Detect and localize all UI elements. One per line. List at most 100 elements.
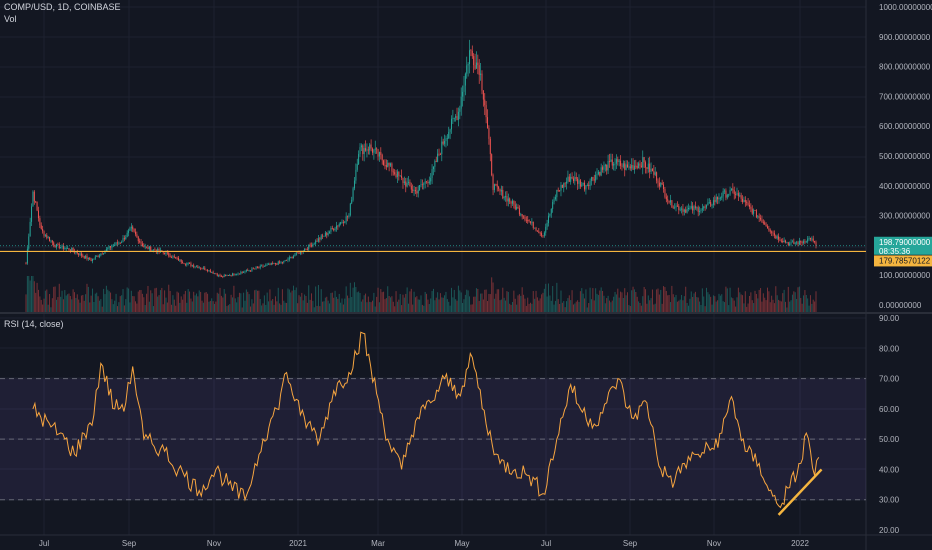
volume-bar <box>327 300 329 312</box>
candle-body <box>367 149 369 151</box>
candle-body <box>51 240 53 243</box>
volume-bar <box>65 295 67 312</box>
volume-bar <box>97 296 99 312</box>
volume-bar <box>699 301 701 312</box>
candle-body <box>485 105 487 118</box>
volume-bar <box>611 300 613 312</box>
volume-bar <box>535 290 537 312</box>
candle-body <box>87 257 89 259</box>
candle-body <box>805 241 807 243</box>
candle-body <box>376 148 378 150</box>
candle-body <box>586 184 588 186</box>
candle-body <box>112 245 114 247</box>
volume-bar <box>355 287 357 312</box>
volume-bar <box>173 299 175 312</box>
volume-bar <box>291 290 293 312</box>
volume-bar <box>445 291 447 312</box>
candle-body <box>645 162 647 168</box>
volume-bar <box>647 295 649 312</box>
volume-bar <box>80 295 82 312</box>
candle-body <box>610 159 612 162</box>
candle-body <box>536 230 538 232</box>
candle-body <box>305 249 307 250</box>
volume-bar <box>564 307 566 312</box>
candle-body <box>467 64 469 66</box>
candle-body <box>563 183 565 188</box>
candle-body <box>331 228 333 229</box>
volume-bar <box>778 299 780 312</box>
volume-bar <box>189 291 191 312</box>
candle-body <box>251 268 253 271</box>
candle-body <box>592 177 594 180</box>
volume-bar <box>708 294 710 312</box>
volume-bar <box>315 286 317 312</box>
candle-body <box>233 273 235 275</box>
volume-bar <box>481 293 483 312</box>
volume-bar <box>739 292 741 312</box>
volume-bar <box>146 293 148 312</box>
candle-body <box>341 222 343 223</box>
volume-bar <box>348 298 350 312</box>
candle-body <box>42 229 44 232</box>
volume-bar <box>584 298 586 312</box>
candle-body <box>758 216 760 218</box>
volume-bar <box>794 292 796 312</box>
candle-body <box>374 148 376 150</box>
volume-bar <box>693 293 695 312</box>
volume-bar <box>782 293 784 312</box>
candle-body <box>180 259 182 263</box>
volume-bar <box>263 295 265 312</box>
support-badge <box>874 255 932 267</box>
candle-body <box>747 202 749 205</box>
candle-body <box>656 172 658 181</box>
volume-bar <box>351 296 353 312</box>
candle-body <box>28 236 30 249</box>
volume-bar <box>166 302 168 312</box>
candle-body <box>262 265 264 267</box>
candle-body <box>808 237 810 239</box>
candle-body <box>337 225 339 227</box>
volume-bar <box>194 295 196 312</box>
volume-bar <box>683 296 685 312</box>
volume-bar <box>694 291 696 312</box>
candle-body <box>309 244 311 246</box>
candle-body <box>529 221 531 223</box>
candle-body <box>304 249 306 252</box>
candle-body <box>410 186 412 190</box>
candle-body <box>785 240 787 243</box>
volume-bar <box>593 300 595 312</box>
candle-body <box>674 207 676 209</box>
rsi-tick-label: 50.00 <box>879 435 900 444</box>
volume-bar <box>682 300 684 312</box>
volume-bar <box>281 289 283 312</box>
candle-body <box>363 148 365 155</box>
candle-body <box>441 141 443 155</box>
volume-bar <box>639 302 641 312</box>
volume-bar <box>341 298 343 312</box>
candle-body <box>500 190 502 192</box>
volume-bar <box>707 292 709 312</box>
candle-body <box>323 235 325 237</box>
candle-body <box>639 163 641 166</box>
candle-body <box>789 243 791 245</box>
volume-bar <box>412 304 414 312</box>
volume-bar <box>585 289 587 312</box>
candle-body <box>704 206 706 208</box>
volume-bar <box>306 302 308 312</box>
volume-bar <box>474 296 476 312</box>
volume-bar <box>326 296 328 312</box>
candle-body <box>315 240 317 244</box>
candle-body <box>557 189 559 191</box>
volume-bar <box>419 299 421 312</box>
candle-body <box>505 196 507 198</box>
candle-body <box>176 257 178 259</box>
volume-bar <box>733 300 735 312</box>
candle-body <box>200 267 202 269</box>
volume-bar <box>717 300 719 312</box>
volume-bar <box>631 290 633 312</box>
volume-bar <box>588 303 590 312</box>
candle-body <box>347 216 349 218</box>
candle-body <box>538 231 540 233</box>
volume-bar <box>234 298 236 312</box>
candle-body <box>118 242 120 244</box>
